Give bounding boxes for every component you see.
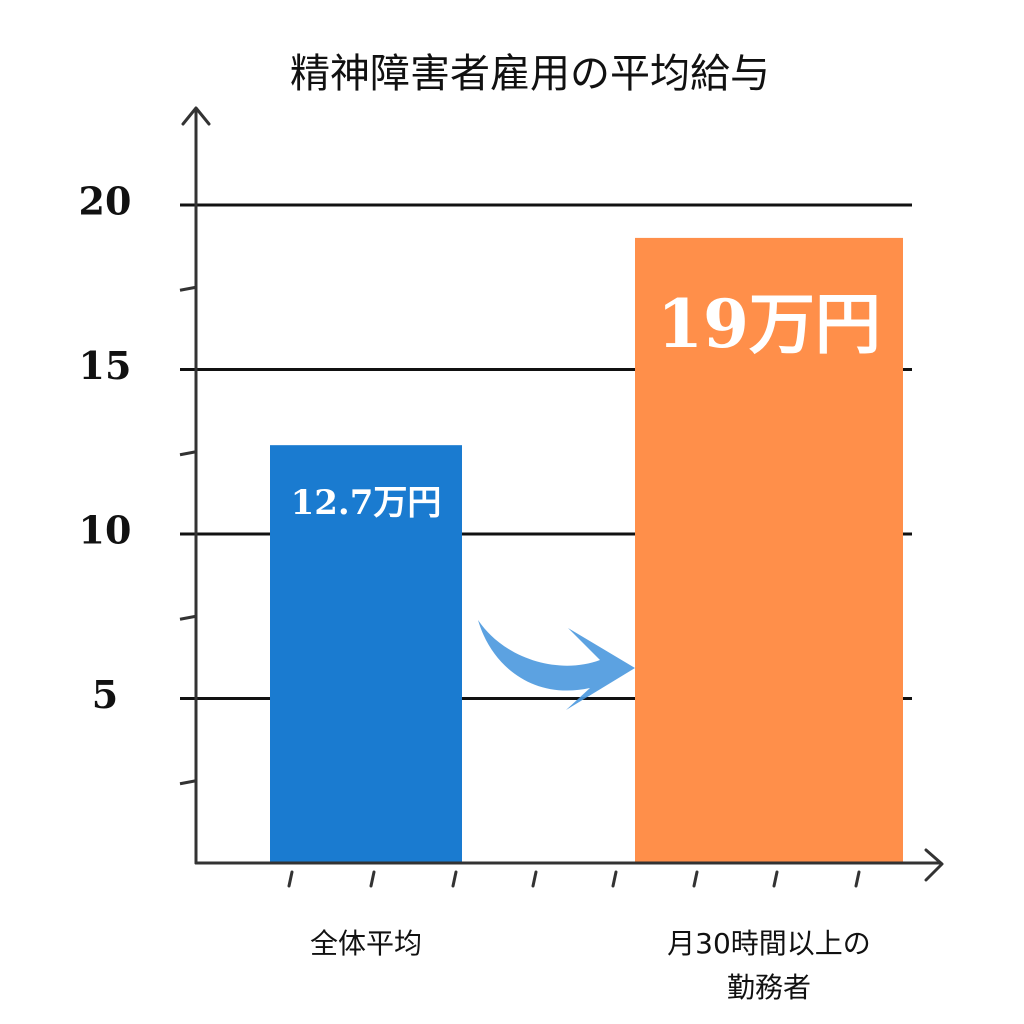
minor-tick	[179, 614, 197, 621]
x-tick-label: 全体平均	[309, 927, 422, 960]
minor-tick	[179, 779, 197, 786]
bar	[635, 237, 903, 863]
value-label: 12.7万円	[291, 483, 442, 523]
minor-tick	[179, 285, 197, 292]
bars	[270, 237, 903, 863]
chart-title: 精神障害者雇用の平均給与	[290, 51, 770, 97]
x-axis-decoration	[287, 870, 861, 888]
bar	[270, 445, 462, 863]
labels: 5 10 15 20 12.7万円 19万円	[79, 179, 881, 718]
arrow	[478, 620, 635, 710]
y-tick-label: 15	[79, 343, 132, 388]
y-tick-label: 20	[79, 179, 132, 224]
x-axis	[194, 848, 944, 882]
y-tick-label: 10	[79, 508, 132, 553]
y-axis	[181, 106, 211, 865]
axes	[181, 106, 944, 888]
value-label: 19万円	[657, 285, 881, 363]
minor-tick	[179, 450, 197, 457]
y-tick-label: 5	[92, 672, 118, 717]
x-tick-label: 月30時間以上の 勤務者	[667, 927, 871, 1004]
